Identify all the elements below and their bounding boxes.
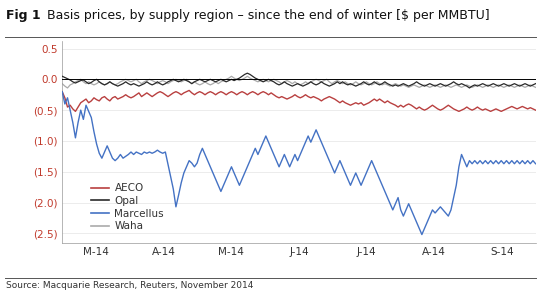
Legend: AECO, Opal, Marcellus, Waha: AECO, Opal, Marcellus, Waha <box>87 179 168 235</box>
Marcellus <box>157 150 163 154</box>
AECO <box>485 108 491 112</box>
Waha <box>64 86 71 90</box>
Marcellus <box>239 177 245 181</box>
Text: Basis prices, by supply region – since the end of winter [$ per MMBTU]: Basis prices, by supply region – since t… <box>35 9 490 22</box>
Line: AECO: AECO <box>62 91 536 111</box>
Waha <box>70 82 76 86</box>
Waha <box>117 80 124 83</box>
AECO <box>72 110 78 113</box>
Opal <box>532 82 539 86</box>
AECO <box>59 90 65 93</box>
AECO <box>532 108 539 112</box>
Line: Opal: Opal <box>62 73 536 88</box>
Line: Waha: Waha <box>62 76 536 88</box>
Waha <box>532 86 539 89</box>
Waha <box>244 74 250 78</box>
AECO <box>67 103 74 107</box>
Opal <box>67 78 74 82</box>
Waha <box>59 82 65 86</box>
Opal <box>485 84 491 88</box>
Opal <box>466 86 473 90</box>
AECO <box>160 91 166 95</box>
Text: Source: Macquarie Research, Reuters, November 2014: Source: Macquarie Research, Reuters, Nov… <box>6 281 254 290</box>
Opal <box>59 74 65 78</box>
Marcellus <box>532 162 539 166</box>
Opal <box>244 71 250 75</box>
Line: Marcellus: Marcellus <box>62 92 536 235</box>
AECO <box>244 93 250 96</box>
Opal <box>157 82 163 86</box>
AECO <box>522 106 528 109</box>
Waha <box>228 74 235 78</box>
Marcellus <box>115 156 121 160</box>
Marcellus <box>519 159 526 162</box>
AECO <box>117 96 124 100</box>
Opal <box>115 84 121 88</box>
Marcellus <box>67 108 74 112</box>
Marcellus <box>482 159 489 162</box>
Waha <box>522 86 528 89</box>
Text: Fig 1: Fig 1 <box>6 9 41 22</box>
Marcellus <box>59 90 65 93</box>
Opal <box>239 74 245 78</box>
Waha <box>485 83 491 87</box>
Marcellus <box>419 233 425 236</box>
Opal <box>522 82 528 86</box>
AECO <box>186 89 193 92</box>
Waha <box>160 79 166 82</box>
